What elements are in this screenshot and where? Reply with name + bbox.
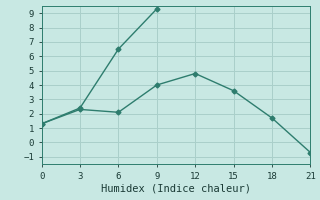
X-axis label: Humidex (Indice chaleur): Humidex (Indice chaleur) [101, 183, 251, 193]
